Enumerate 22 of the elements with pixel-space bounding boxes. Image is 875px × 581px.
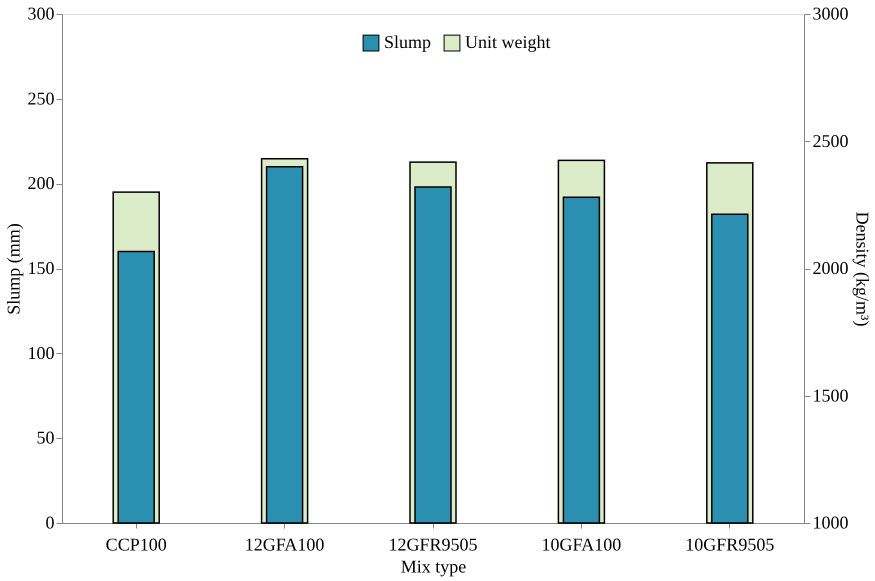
x-tick-label: 10GFA100	[542, 534, 622, 554]
y-axis-title: Slump (mm)	[4, 223, 24, 315]
x-tick-label: CCP100	[106, 534, 167, 554]
y-tick-label: 250	[28, 88, 54, 108]
y2-axis-title: Density (kg/m³)	[852, 212, 872, 326]
y2-tick-label: 1500	[812, 385, 848, 406]
legend-label: Slump	[384, 32, 432, 52]
y-tick-label: 0	[46, 512, 54, 532]
y2-tick-label: 1000	[812, 512, 848, 532]
y2-tick-label: 3000	[812, 4, 848, 24]
x-tick-label: 10GFR9505	[685, 534, 774, 554]
x-tick-label: 12GFA100	[244, 534, 324, 554]
y-tick-label: 50	[36, 428, 54, 448]
x-tick-label: 12GFR9505	[388, 534, 478, 554]
y2-tick-label: 2500	[812, 130, 848, 151]
x-axis-title: Mix type	[400, 556, 466, 576]
y-tick-label: 100	[28, 342, 54, 363]
y2-tick-label: 2000	[812, 258, 848, 278]
legend-label: Unit weight	[465, 32, 550, 52]
y-tick-label: 150	[28, 258, 54, 278]
y-tick-label: 200	[28, 173, 54, 194]
y-tick-label: 300	[28, 4, 54, 24]
